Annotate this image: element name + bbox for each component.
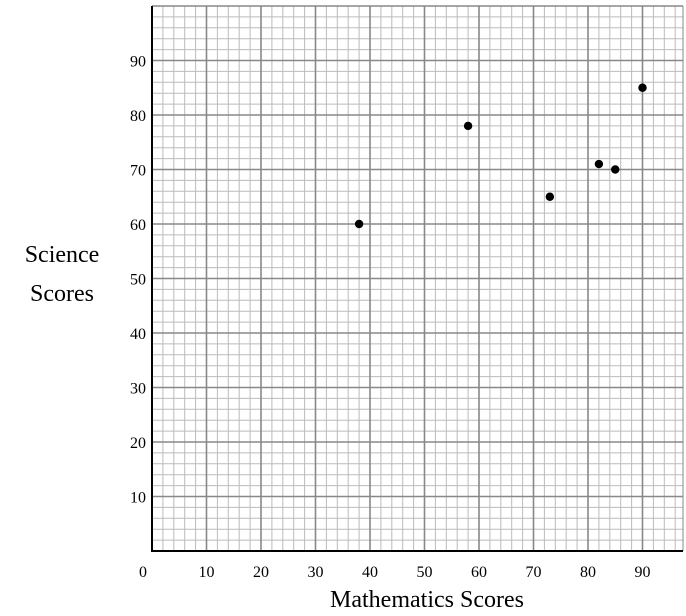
y-tick-label: 20 [130, 435, 146, 452]
y-tick-label: 50 [130, 272, 146, 289]
data-points [354, 83, 647, 229]
data-point [638, 83, 647, 92]
data-point [545, 192, 555, 201]
x-tick-label: 20 [253, 564, 269, 581]
axes [151, 6, 683, 552]
data-point [463, 121, 473, 131]
y-axis-label-line-1: Science [25, 242, 100, 268]
y-tick-label: 90 [130, 54, 146, 71]
x-tick-labels: 0 10 20 30 40 50 60 70 80 90 [139, 564, 651, 581]
y-tick-label: 70 [130, 163, 146, 180]
x-tick-label: 10 [199, 564, 215, 581]
x-tick-label: 80 [580, 564, 596, 581]
data-point [354, 219, 364, 229]
x-tick-label: 0 [139, 564, 147, 581]
y-axis-label-line-2: Scores [30, 281, 94, 307]
x-tick-label: 60 [471, 564, 487, 581]
y-tick-label: 10 [130, 490, 146, 507]
y-tick-label: 60 [130, 217, 146, 234]
y-tick-label: 30 [130, 381, 146, 398]
x-axis-label: Mathematics Scores [330, 587, 524, 613]
y-tick-label: 80 [130, 108, 146, 125]
x-tick-label: 40 [362, 564, 378, 581]
y-tick-label: 40 [130, 326, 146, 343]
major-grid [152, 5, 684, 551]
x-tick-label: 70 [526, 564, 542, 581]
data-point [611, 165, 620, 174]
x-tick-label: 30 [308, 564, 324, 581]
x-tick-label: 50 [417, 564, 433, 581]
data-point [594, 159, 604, 169]
y-tick-labels: 10 20 30 40 50 60 70 80 90 [130, 54, 146, 507]
x-tick-label: 90 [635, 564, 651, 581]
